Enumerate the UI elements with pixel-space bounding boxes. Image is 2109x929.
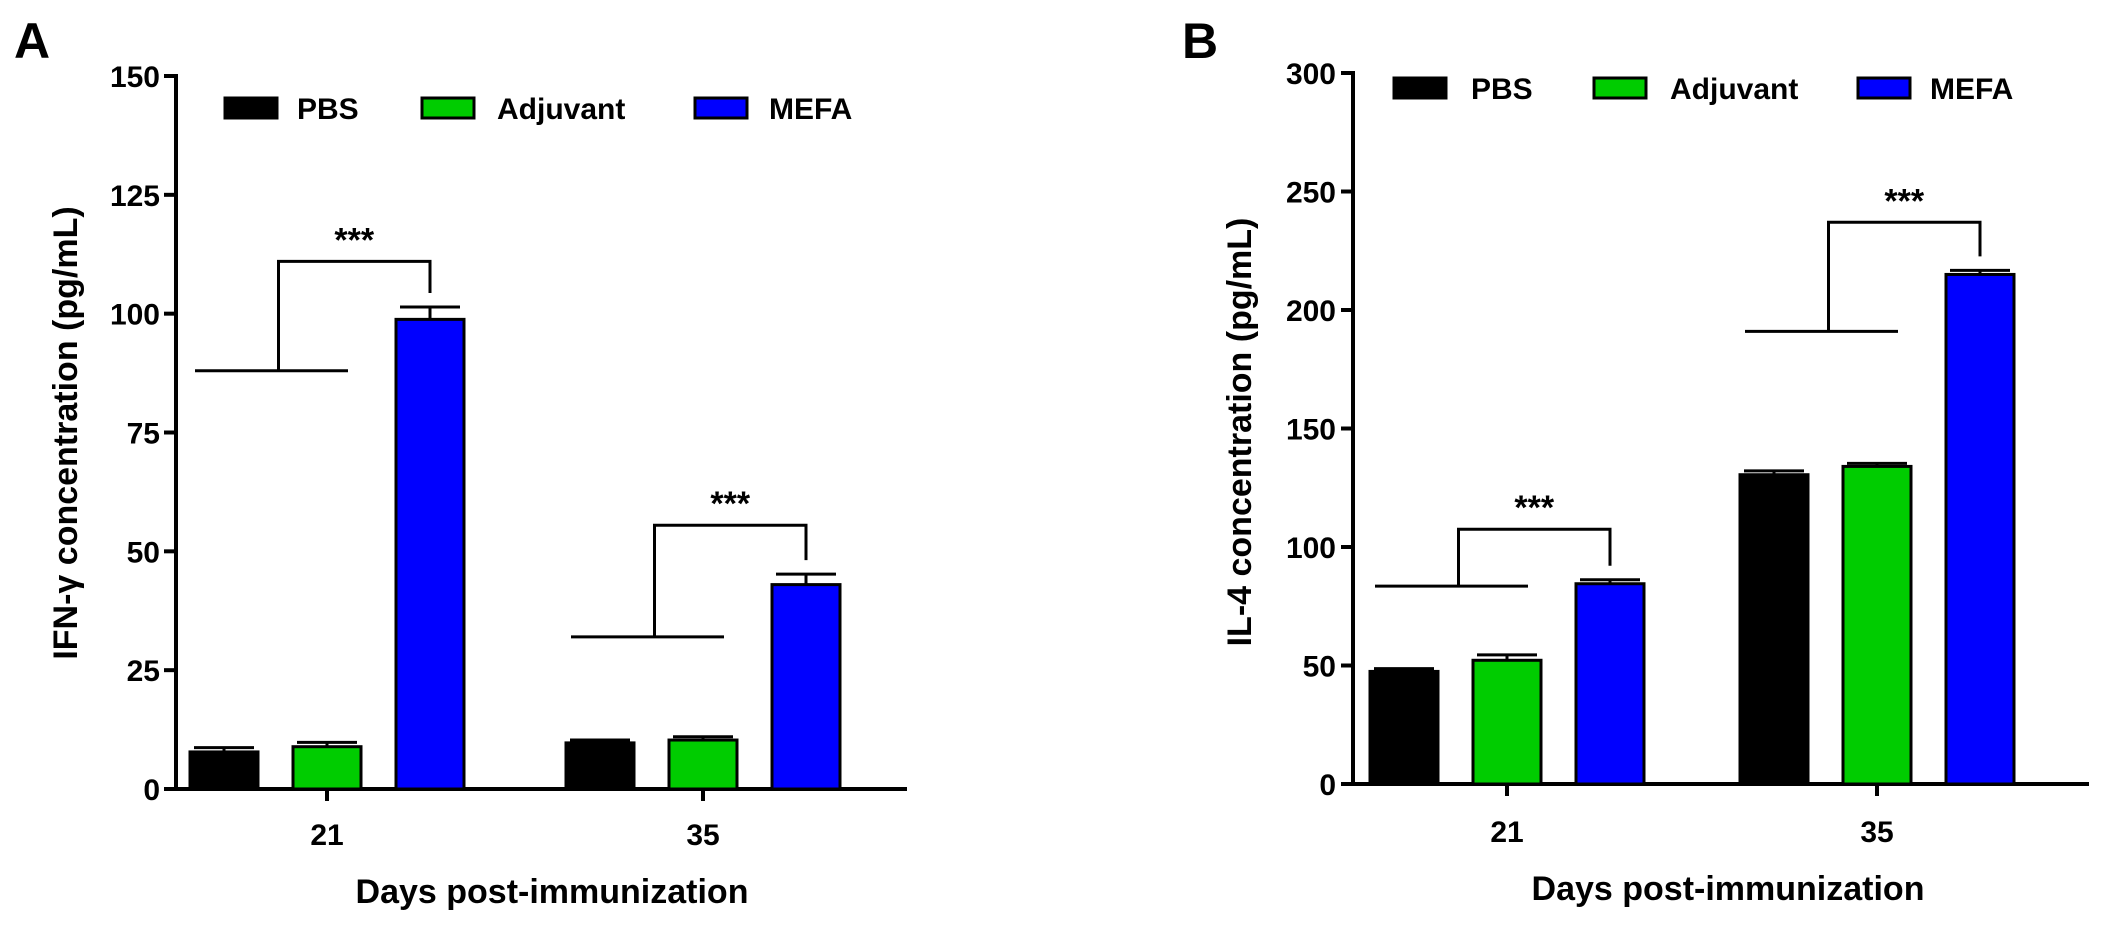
error-bar-pbs-35 bbox=[570, 738, 630, 743]
error-bar-pbs-21 bbox=[1374, 667, 1434, 672]
y-tick-label: 150 bbox=[110, 61, 160, 94]
error-bar-adjuvant-35 bbox=[1847, 461, 1907, 467]
y-tick-label: 150 bbox=[1286, 414, 1336, 447]
bar-mefa-21 bbox=[394, 317, 466, 791]
x-tick-label-21: 21 bbox=[310, 819, 343, 852]
error-bar-adjuvant-35 bbox=[673, 735, 733, 741]
y-tick-label: 100 bbox=[110, 299, 160, 332]
legend-swatch-pbs bbox=[223, 96, 279, 120]
y-tick-label: 50 bbox=[127, 536, 160, 569]
bar-adjuvant-35 bbox=[1841, 464, 1913, 786]
x-axis-title-b: Days post-immunization bbox=[1532, 870, 1925, 908]
significance-label: *** bbox=[1514, 489, 1554, 527]
plot-area-a: 0 25 50 75 100 125 150 21 35 *** *** PBS Adjuvant MEF… bbox=[110, 61, 907, 852]
significance-label: *** bbox=[334, 221, 374, 259]
y-axis-title-a: IFN-γ concentration (pg/mL) bbox=[47, 206, 85, 659]
y-axis-title-b: IL-4 concentration (pg/mL) bbox=[1221, 218, 1259, 647]
bar-mefa-35 bbox=[1944, 272, 2016, 786]
significance-bracket bbox=[1457, 527, 1612, 587]
y-tick-label: 250 bbox=[1286, 177, 1336, 210]
bar-mefa-35 bbox=[770, 583, 842, 791]
legend-label-mefa: MEFA bbox=[1930, 73, 2013, 106]
significance-label: *** bbox=[1884, 182, 1924, 220]
x-tick-label-21: 21 bbox=[1490, 816, 1523, 849]
bar-adjuvant-35 bbox=[667, 738, 739, 791]
legend-label-mefa: MEFA bbox=[769, 93, 852, 126]
bar-pbs-21 bbox=[188, 750, 260, 791]
significance-bracket bbox=[1827, 220, 1982, 332]
error-bar-adjuvant-21 bbox=[1477, 653, 1537, 661]
y-tick-label: 100 bbox=[1286, 532, 1336, 565]
legend-label-adjuvant: Adjuvant bbox=[1670, 73, 1798, 106]
error-bar-mefa-21 bbox=[400, 305, 460, 320]
chart-panel-b: B IL-4 concentration (pg/mL) Days post-i… bbox=[1182, 13, 2089, 908]
bar-adjuvant-21 bbox=[1471, 658, 1543, 786]
legend-label-adjuvant: Adjuvant bbox=[497, 93, 625, 126]
legend-swatch-adjuvant bbox=[420, 96, 476, 120]
legend-swatch-mefa bbox=[1856, 76, 1912, 100]
bar-mefa-21 bbox=[1574, 582, 1646, 786]
significance-bracket bbox=[653, 523, 808, 637]
y-tick-label: 200 bbox=[1286, 295, 1336, 328]
error-bar-mefa-35 bbox=[776, 572, 836, 585]
panel-label-a: A bbox=[14, 13, 50, 69]
legend-label-pbs: PBS bbox=[297, 93, 359, 126]
y-tick-label: 125 bbox=[110, 180, 160, 213]
y-tick-label: 0 bbox=[143, 774, 160, 807]
bar-pbs-21 bbox=[1368, 669, 1440, 786]
y-tick-label: 0 bbox=[1319, 769, 1336, 802]
plot-area-b: 0 50 100 150 200 250 300 21 35 *** *** PBS Adjuvant M… bbox=[1286, 58, 2089, 849]
chart-panel-a: A IFN-γ concentration (pg/mL) Days post-… bbox=[14, 13, 907, 911]
y-tick-label: 300 bbox=[1286, 58, 1336, 91]
legend-swatch-mefa bbox=[693, 96, 749, 120]
error-bar-pbs-21 bbox=[194, 746, 254, 752]
x-axis-title-a: Days post-immunization bbox=[356, 873, 749, 911]
bar-pbs-35 bbox=[1738, 473, 1810, 786]
x-tick-label-35: 35 bbox=[686, 819, 719, 852]
y-tick-label: 75 bbox=[127, 418, 160, 451]
legend-label-pbs: PBS bbox=[1471, 73, 1533, 106]
significance-label: *** bbox=[710, 485, 750, 523]
bar-pbs-35 bbox=[564, 741, 636, 791]
y-tick-label: 25 bbox=[127, 655, 160, 688]
error-bar-mefa-35 bbox=[1950, 268, 2010, 275]
error-bar-mefa-21 bbox=[1580, 578, 1640, 584]
legend-swatch-adjuvant bbox=[1592, 76, 1648, 100]
bar-adjuvant-21 bbox=[291, 745, 363, 791]
panel-label-b: B bbox=[1182, 13, 1218, 69]
legend-swatch-pbs bbox=[1392, 76, 1448, 100]
error-bar-pbs-35 bbox=[1744, 469, 1804, 475]
y-tick-label: 50 bbox=[1303, 651, 1336, 684]
significance-bracket bbox=[277, 259, 432, 371]
x-tick-label-35: 35 bbox=[1860, 816, 1893, 849]
error-bar-adjuvant-21 bbox=[297, 740, 357, 747]
